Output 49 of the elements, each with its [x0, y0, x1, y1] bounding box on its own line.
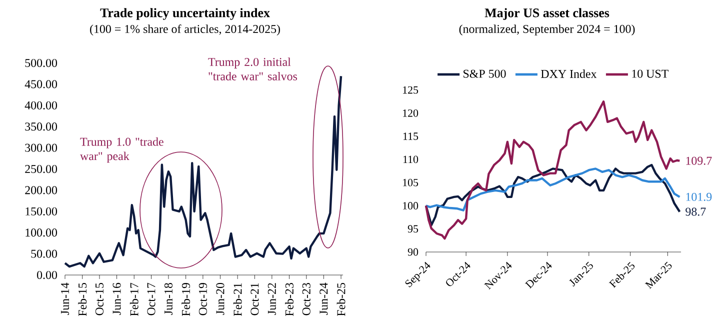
x-tick-label: Jun-20 — [216, 282, 224, 315]
x-tick-label: Oct-19 — [198, 283, 207, 316]
x-tick-label: Feb-23 — [285, 282, 294, 316]
x-tick-label: Feb-17 — [130, 282, 138, 316]
legend-label: S&P 500 — [464, 70, 506, 78]
chart-title: Trade policy uncertainty index — [100, 8, 270, 20]
y-tick-label: 500.00 — [25, 58, 58, 68]
x-tick-label: Jun-24 — [320, 282, 328, 315]
y-tick-label: 105 — [403, 178, 418, 186]
y-tick-label: 200.00 — [25, 186, 58, 194]
annotation: Trump 1.0 "trade war" peak — [80, 137, 164, 163]
y-tick-label: 90 — [408, 248, 418, 256]
y-tick-label: 50.00 — [31, 250, 58, 258]
legend-label: 10 UST — [632, 70, 668, 78]
y-tick-label: 100.00 — [26, 228, 58, 237]
chart-title: Major US asset classes — [484, 8, 610, 20]
y-tick-label: 250.00 — [25, 164, 58, 174]
y-tick-label: 300.00 — [25, 144, 58, 152]
y-tick-label: 450.00 — [24, 80, 58, 88]
chart-subtitle: (100 = 1% share of articles, 2014-2025) — [90, 24, 280, 36]
y-tick-label: 95 — [408, 225, 418, 233]
x-tick-label: Feb-19 — [182, 283, 190, 316]
x-tick-label: Oct-21 — [250, 283, 259, 316]
legend-label: DXY Index — [540, 70, 597, 78]
x-tick-label: Jun-18 — [164, 282, 172, 315]
x-tick-label: Jun-14 — [61, 282, 69, 315]
x-tick-label: Oct-17 — [147, 282, 156, 316]
x-tick-label: Jun-16 — [112, 282, 121, 315]
y-tick-label: 150.00 — [26, 207, 58, 216]
line-series — [424, 100, 681, 240]
y-tick-label: 350.00 — [25, 122, 58, 131]
annotation: Trump 2.0 initial "trade war" salvos — [208, 58, 297, 80]
x-tick-label: Feb-21 — [233, 283, 242, 316]
y-tick-label: 125 — [403, 86, 418, 94]
y-tick-label: 400.00 — [24, 101, 58, 110]
x-tick-label: Feb-25 — [336, 282, 346, 316]
y-tick-label: 110 — [403, 156, 418, 164]
y-tick-label: 0.00 — [37, 270, 58, 280]
y-tick-label: 120 — [403, 109, 418, 117]
x-tick-label: Jun-22 — [268, 283, 276, 315]
x-tick-label: Feb-15 — [78, 282, 87, 316]
y-tick-label: 100 — [403, 202, 418, 210]
chart-subtitle: (normalized, September 2024 = 100) — [459, 24, 635, 36]
x-tick-label: Oct-23 — [302, 282, 310, 316]
data-label: 109.7 — [686, 156, 712, 165]
y-tick-label: 115 — [403, 132, 418, 140]
x-tick-label: Oct-15 — [95, 282, 104, 316]
data-label: 98.7 — [686, 208, 706, 216]
data-label: 101.9 — [686, 192, 712, 201]
